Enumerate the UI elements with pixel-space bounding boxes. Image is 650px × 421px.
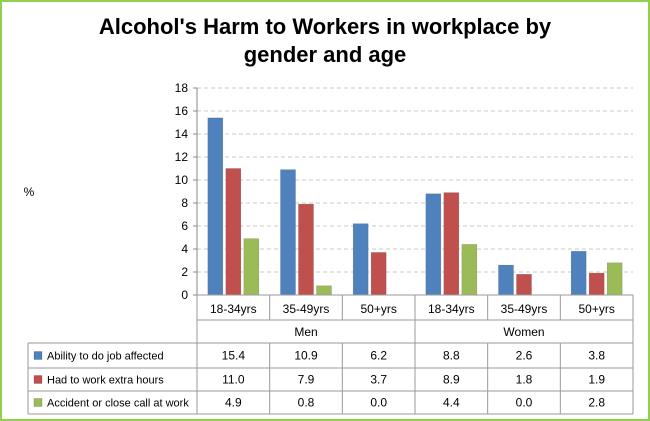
data-label: 3.7 bbox=[370, 373, 387, 387]
y-tick-label: 4 bbox=[181, 242, 188, 256]
legend-label: Ability to do job affected bbox=[47, 351, 164, 363]
x-category-label: 35-49yrs bbox=[501, 302, 548, 316]
data-label: 4.9 bbox=[225, 396, 242, 410]
bar-1-6 bbox=[570, 251, 587, 296]
x-category-label: 50+yrs bbox=[578, 302, 614, 316]
data-label: 8.8 bbox=[443, 349, 460, 363]
legend-label: Had to work extra hours bbox=[47, 375, 164, 387]
data-label: 8.9 bbox=[443, 373, 460, 387]
x-category-label: 50+yrs bbox=[360, 302, 396, 316]
bar-2-4 bbox=[443, 192, 460, 296]
chart-title-line-2: gender and age bbox=[244, 42, 407, 67]
bar-2-3 bbox=[370, 252, 387, 296]
data-label: 0.8 bbox=[298, 396, 315, 410]
bar-1-3 bbox=[352, 223, 369, 296]
data-label: 2.8 bbox=[588, 396, 605, 410]
bar-2-2 bbox=[298, 203, 314, 296]
bar-1-4 bbox=[425, 193, 442, 296]
y-tick-label: 2 bbox=[181, 265, 188, 279]
data-label: 0.0 bbox=[370, 396, 387, 410]
bar-3-6 bbox=[606, 262, 623, 296]
y-tick-label: 16 bbox=[175, 104, 189, 118]
data-label: 2.6 bbox=[516, 349, 533, 363]
data-label: 3.8 bbox=[588, 349, 605, 363]
bar-2-5 bbox=[516, 274, 532, 296]
y-tick-label: 12 bbox=[175, 150, 189, 164]
legend-swatch bbox=[33, 375, 43, 384]
legend-swatch bbox=[33, 398, 43, 407]
y-tick-label: 14 bbox=[175, 127, 189, 141]
y-axis-label: % bbox=[24, 185, 35, 199]
data-label: 6.2 bbox=[370, 349, 387, 363]
x-group-label: Women bbox=[503, 325, 544, 339]
y-tick-label: 8 bbox=[181, 196, 188, 210]
legend-label: Accident or close call at work bbox=[47, 398, 189, 410]
bar-1-2 bbox=[280, 169, 296, 296]
x-group-label: Men bbox=[294, 325, 317, 339]
y-tick-label: 10 bbox=[175, 173, 189, 187]
y-tick-label: 6 bbox=[181, 219, 188, 233]
bar-2-6 bbox=[588, 272, 605, 296]
bar-3-1 bbox=[243, 238, 260, 296]
x-category-label: 18-34yrs bbox=[428, 302, 475, 316]
bar-1-1 bbox=[207, 117, 224, 296]
data-label: 15.4 bbox=[222, 349, 246, 363]
legend-swatch bbox=[33, 351, 43, 360]
chart-title-line-1: Alcohol's Harm to Workers in workplace b… bbox=[99, 14, 552, 39]
bar-2-1 bbox=[225, 168, 242, 296]
data-label: 11.0 bbox=[222, 373, 245, 387]
bar-3-2 bbox=[316, 285, 332, 296]
x-category-label: 35-49yrs bbox=[283, 302, 330, 316]
data-label: 7.9 bbox=[298, 373, 315, 387]
data-label: 1.8 bbox=[516, 373, 533, 387]
x-category-label: 18-34yrs bbox=[210, 302, 257, 316]
bar-3-4 bbox=[461, 244, 478, 296]
bar-1-5 bbox=[498, 264, 514, 296]
y-tick-label: 18 bbox=[175, 81, 189, 95]
data-label: 0.0 bbox=[516, 396, 533, 410]
data-label: 10.9 bbox=[294, 349, 318, 363]
data-label: 4.4 bbox=[443, 396, 460, 410]
y-tick-label: 0 bbox=[181, 288, 188, 302]
data-label: 1.9 bbox=[588, 373, 605, 387]
